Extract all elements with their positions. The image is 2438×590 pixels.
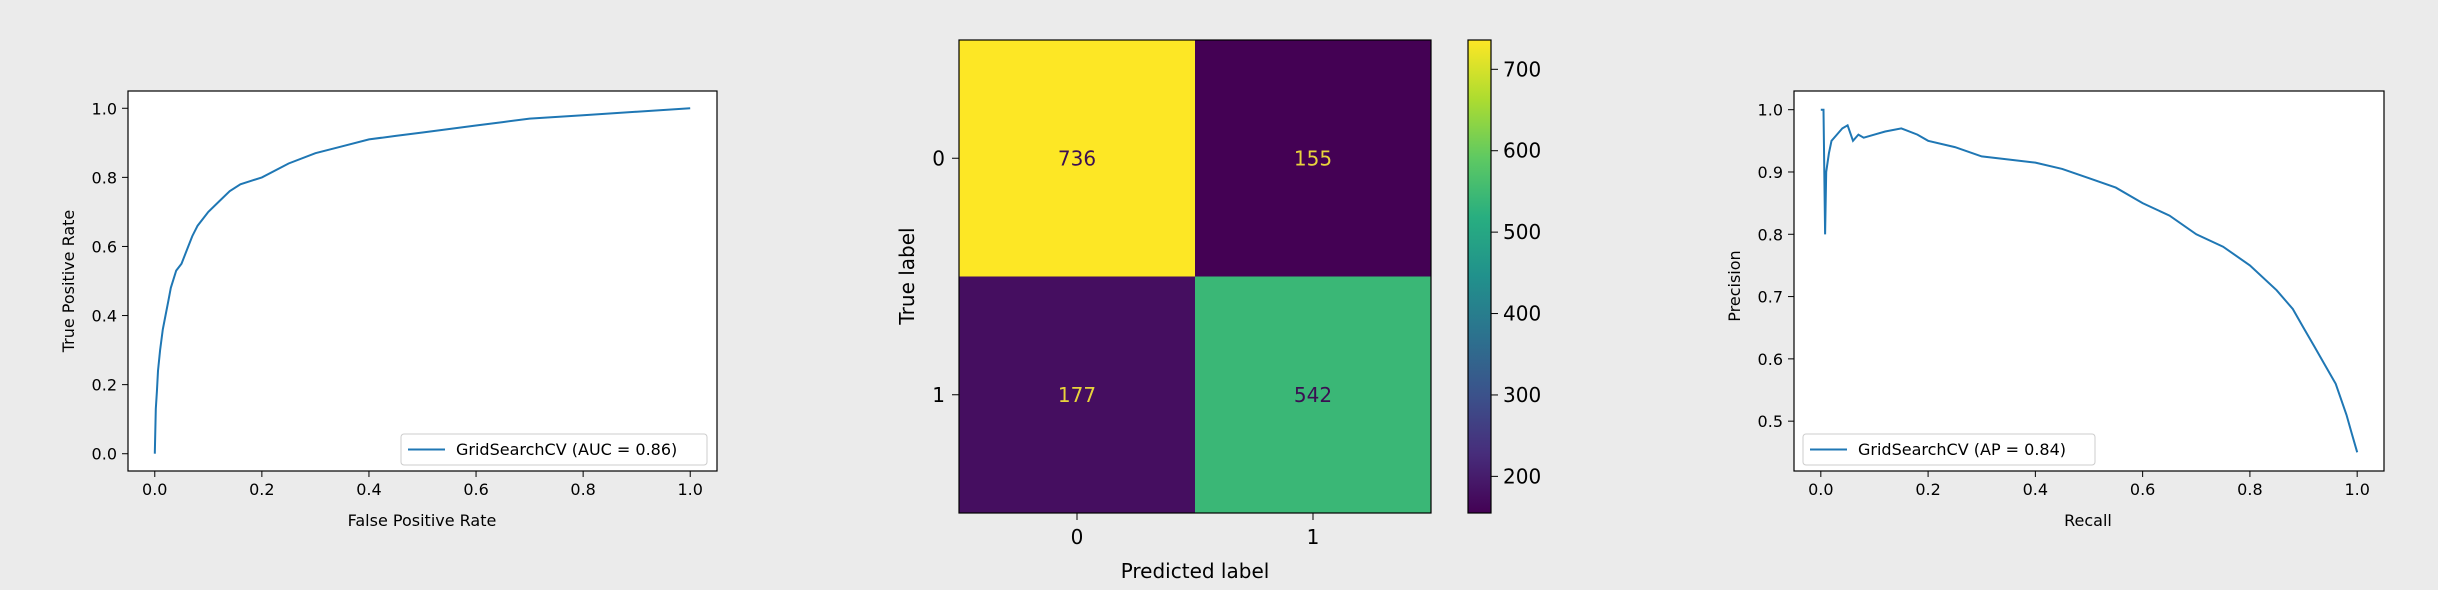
- roc-ticks: 0.0 0.2 0.4 0.6 0.8 1.0 0.0 0.2 0.4 0.6 0.8 1.0: [92, 99, 703, 499]
- confusion-matrix-panel: 736 155 177 542 0 1 0 1 Predicted label True l…: [895, 39, 1541, 583]
- cm-cell-value: 736: [1058, 146, 1096, 170]
- pr-ticks: 0.0 0.2 0.4 0.6 0.8 1.0 0.5 0.6 0.7 0.8 0.9 1.0: [1758, 101, 2370, 499]
- cm-cell-value: 177: [1058, 383, 1096, 407]
- roc-x-tick-label: 0.4: [356, 480, 381, 499]
- cm-frame: [958, 39, 1432, 514]
- roc-y-axis-label: True Positive Rate: [59, 210, 78, 354]
- roc-x-tick-label: 0.0: [142, 480, 167, 499]
- roc-legend-label: GridSearchCV (AUC = 0.86): [456, 440, 677, 459]
- pr-y-tick-label: 0.9: [1758, 163, 1783, 182]
- colorbar-tick-label: 200: [1503, 464, 1541, 488]
- roc-curve-panel: 0.0 0.2 0.4 0.6 0.8 1.0 0.0 0.2 0.4 0.6 0.8 1.0 Gri…: [59, 90, 718, 530]
- pr-axes-frame: [1793, 90, 2385, 472]
- pr-y-tick-label: 0.6: [1758, 350, 1783, 369]
- roc-x-axis-label: False Positive Rate: [348, 511, 497, 530]
- pr-y-tick-label: 0.7: [1758, 288, 1783, 307]
- cm-y-tick-label: 1: [932, 383, 945, 407]
- roc-x-tick-label: 0.2: [249, 480, 274, 499]
- roc-legend-box: [400, 433, 708, 466]
- roc-x-tick-label: 0.6: [463, 480, 488, 499]
- pr-y-axis-label: Precision: [1725, 250, 1744, 321]
- cm-y-axis-label: True label: [895, 227, 919, 325]
- roc-x-tick-label: 1.0: [678, 480, 703, 499]
- pr-x-tick-label: 0.6: [2130, 480, 2155, 499]
- cm-cell: [959, 40, 1195, 277]
- roc-y-tick-label: 0.2: [92, 376, 117, 395]
- cm-ticks: 0 1 0 1: [932, 146, 1319, 549]
- cm-x-tick-label: 0: [1071, 525, 1084, 549]
- colorbar-gradient: [1467, 39, 1492, 514]
- colorbar-tick-label: 500: [1503, 220, 1541, 244]
- roc-curve-line: [153, 107, 691, 454]
- colorbar-tick-label: 300: [1503, 383, 1541, 407]
- confusion-matrix-cells: 736 155 177 542: [959, 40, 1431, 513]
- colorbar-tick-label: 700: [1503, 57, 1541, 81]
- cm-cell-value: 542: [1294, 383, 1332, 407]
- cm-cell: [1195, 276, 1431, 513]
- colorbar-tick-label: 600: [1503, 139, 1541, 163]
- pr-curve-line: [1820, 108, 2359, 453]
- roc-x-tick-label: 0.8: [570, 480, 595, 499]
- roc-y-tick-label: 0.0: [92, 445, 117, 464]
- roc-y-tick-label: 0.8: [92, 168, 117, 187]
- cm-y-tick-label: 0: [932, 146, 945, 170]
- pr-x-axis-label: Recall: [2064, 511, 2112, 530]
- cm-cell: [959, 276, 1195, 513]
- pr-y-tick-label: 0.5: [1758, 412, 1783, 431]
- pr-y-tick-label: 0.8: [1758, 225, 1783, 244]
- roc-legend: GridSearchCV (AUC = 0.86): [400, 433, 708, 466]
- pr-legend: GridSearchCV (AP = 0.84): [1802, 433, 2096, 466]
- pr-x-tick-label: 1.0: [2344, 480, 2369, 499]
- pr-legend-box: [1802, 433, 2096, 466]
- pr-y-tick-label: 1.0: [1758, 101, 1783, 120]
- pr-x-tick-label: 0.4: [2023, 480, 2048, 499]
- pr-x-tick-label: 0.0: [1808, 480, 1833, 499]
- pr-x-tick-label: 0.8: [2237, 480, 2262, 499]
- colorbar-ticks: 200 300 400 500 600 700: [1491, 57, 1541, 488]
- roc-y-tick-label: 0.6: [92, 237, 117, 256]
- precision-recall-panel: 0.0 0.2 0.4 0.6 0.8 1.0 0.5 0.6 0.7 0.8 0.9 1.0 Gri…: [1725, 90, 2385, 530]
- roc-y-tick-label: 0.4: [92, 307, 117, 326]
- cm-cell-value: 155: [1294, 146, 1332, 170]
- colorbar-tick-label: 400: [1503, 302, 1541, 326]
- pr-legend-label: GridSearchCV (AP = 0.84): [1858, 440, 2066, 459]
- cm-x-axis-label: Predicted label: [1121, 559, 1270, 583]
- pr-x-tick-label: 0.2: [1915, 480, 1940, 499]
- roc-y-tick-label: 1.0: [92, 99, 117, 118]
- cm-cell: [1195, 40, 1431, 277]
- roc-axes-frame: [127, 90, 718, 472]
- colorbar: 200 300 400 500 600 700: [1467, 39, 1541, 514]
- cm-x-tick-label: 1: [1307, 525, 1320, 549]
